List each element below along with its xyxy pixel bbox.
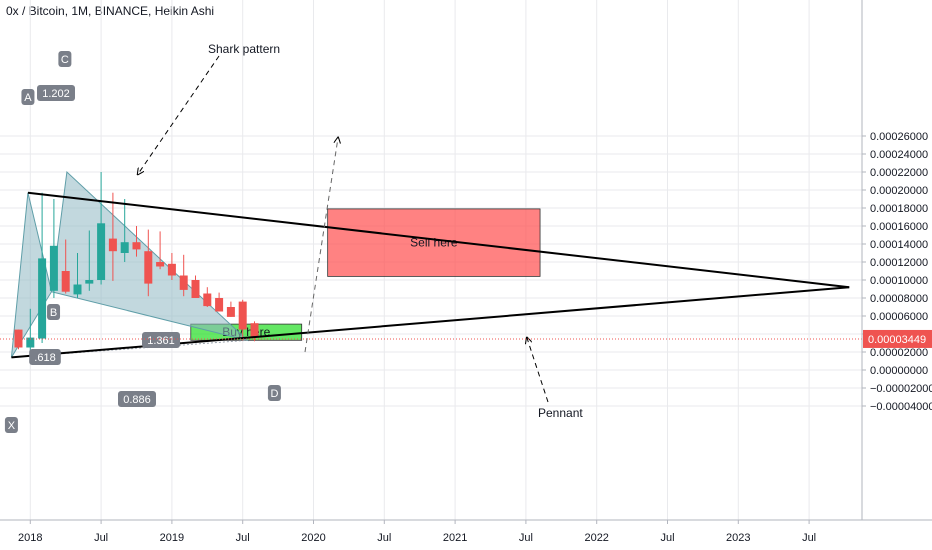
candle-body (26, 337, 35, 348)
annotation-shark-pattern: Shark pattern (208, 42, 280, 56)
candle-body (144, 251, 153, 284)
y-tick-label: 0.00002000 (870, 347, 928, 359)
x-tick-label: 2021 (443, 532, 467, 544)
candle-body (49, 245, 58, 291)
x-tick-label: Jul (802, 532, 816, 544)
candle-body (250, 323, 259, 338)
zone-sell (327, 208, 541, 277)
x-tick-label: 2022 (584, 532, 608, 544)
y-tick-label: 0.00024000 (870, 149, 928, 161)
last-price-label: 0.00003449 (868, 334, 926, 346)
ratio-label: .618 (34, 352, 55, 364)
candle-body (203, 293, 212, 307)
x-tick-label: 2019 (160, 532, 184, 544)
x-tick-label: 2023 (726, 532, 750, 544)
point-label-x: X (8, 420, 16, 432)
candle-body (108, 238, 117, 252)
pennant-arrow (527, 338, 549, 403)
x-tick-label: Jul (519, 532, 533, 544)
y-tick-label: 0.00006000 (870, 311, 928, 323)
candle-body (179, 275, 188, 290)
y-tick-label: 0.00020000 (870, 185, 928, 197)
pattern-labels: X A B C D 1.202 1.361 0.886 .618 (4, 51, 281, 433)
candle-body (85, 280, 94, 284)
last-price-badge (863, 329, 932, 348)
y-tick-label: −0.00002000 (870, 383, 932, 395)
candle-body (156, 262, 165, 267)
candle-body (226, 307, 235, 317)
y-tick-label: 0.00000000 (870, 365, 928, 377)
ratio-label: 1.202 (42, 88, 70, 100)
candle-body (73, 284, 82, 295)
candle-body (120, 242, 129, 253)
annotation-arrows: Shark pattern Pennant (138, 42, 583, 420)
y-tick-label: 0.00018000 (870, 203, 928, 215)
x-tick-label: Jul (236, 532, 250, 544)
ratio-label: 1.361 (147, 335, 175, 347)
y-tick-label: 0.00014000 (870, 239, 928, 251)
pattern-triangle-xab (10, 192, 53, 358)
candle-body (167, 263, 176, 276)
pennant-upper-line (27, 191, 850, 289)
point-label-d: D (270, 388, 278, 400)
ratio-label: 0.886 (123, 394, 151, 406)
candle-body (191, 280, 200, 298)
point-label-b-bg (47, 304, 61, 320)
zone-label: Sell here (410, 236, 458, 250)
point-label-b: B (50, 307, 57, 319)
candle-body (238, 301, 247, 330)
pattern-xd-line (11, 339, 248, 358)
ratio-label-bg (29, 349, 61, 365)
annotation-pennant: Pennant (538, 406, 583, 420)
y-tick-label: 0.00008000 (870, 293, 928, 305)
harmonic-pattern (10, 170, 250, 358)
y-tick-label: −0.00004000 (870, 401, 932, 413)
y-tick-label: 0.00022000 (870, 167, 928, 179)
point-label-a: A (24, 92, 32, 104)
candle-body (215, 298, 224, 312)
ratio-label-bg (37, 85, 75, 101)
x-tick-label: Jul (94, 532, 108, 544)
y-tick-label: 0.00012000 (870, 257, 928, 269)
x-tick-label: 2020 (301, 532, 325, 544)
x-tick-label: Jul (660, 532, 674, 544)
point-label-a-bg (21, 89, 35, 105)
candle-body (38, 258, 47, 339)
point-label-c-bg (58, 51, 72, 67)
chart-title: 0x / Bitcoin, 1M, BINANCE, Heikin Ashi (6, 4, 215, 18)
ratio-label-bg (118, 391, 156, 407)
point-label-d-bg (267, 385, 281, 401)
candle-body (97, 223, 106, 280)
y-tick-label: 0.00010000 (870, 275, 928, 287)
candle-body (132, 242, 141, 250)
point-label-x-bg (4, 417, 18, 433)
x-tick-label: 2018 (18, 532, 42, 544)
shark-arrow (138, 55, 220, 174)
target-arrow (304, 138, 338, 353)
y-tick-label: 0.00026000 (870, 131, 928, 143)
x-tick-label: Jul (377, 532, 391, 544)
point-label-c: C (61, 54, 69, 66)
ratio-label-bg (142, 332, 180, 348)
candle-body (61, 271, 70, 292)
y-tick-label: 0.00016000 (870, 221, 928, 233)
